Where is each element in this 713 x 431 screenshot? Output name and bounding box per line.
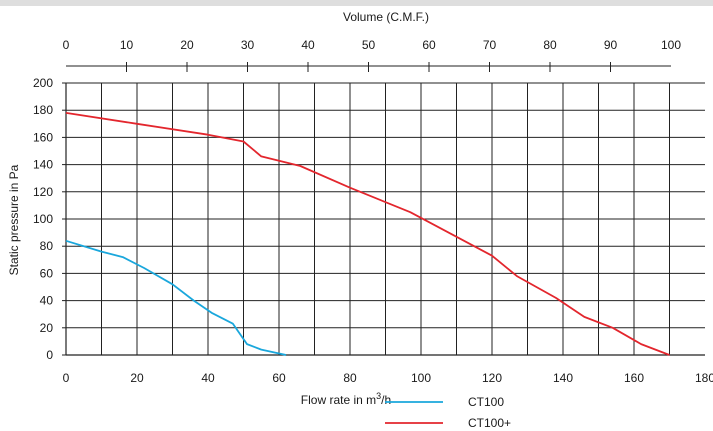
top-axis-ticks: 0 10 20 30 40 50 60 70 80 90 100	[63, 38, 681, 72]
x-axis-ticks: 0 20 40 60 80 100 120 140 160 180	[63, 371, 713, 385]
x-tick-label: 0	[63, 371, 70, 385]
x-tick-label: 140	[553, 371, 573, 385]
x-axis-label: Flow rate in m3/h	[301, 391, 391, 407]
x-tick-label: 120	[482, 371, 502, 385]
legend-label: CT100+	[468, 416, 511, 430]
y-tick-label: 0	[46, 348, 53, 362]
top-tick-label: 60	[422, 38, 436, 52]
top-tick-label: 80	[543, 38, 557, 52]
top-tick-label: 100	[661, 38, 681, 52]
top-tick-label: 70	[483, 38, 497, 52]
legend-label: CT100	[468, 395, 504, 409]
top-tick-label: 90	[604, 38, 618, 52]
top-band	[0, 0, 713, 6]
y-axis-label: Static pressure in Pa	[7, 164, 21, 275]
series-line-ct100	[65, 239, 287, 356]
top-tick-label: 20	[180, 38, 194, 52]
series-line-ct100-	[65, 112, 670, 356]
x-tick-label: 20	[130, 371, 144, 385]
x-tick-label: 180	[695, 371, 713, 385]
grid	[66, 82, 705, 356]
top-tick-label: 50	[362, 38, 376, 52]
x-tick-label: 100	[411, 371, 431, 385]
y-tick-label: 60	[40, 266, 54, 280]
top-tick-label: 30	[241, 38, 255, 52]
x-tick-label: 60	[272, 371, 286, 385]
y-tick-label: 140	[33, 158, 53, 172]
top-tick-label: 10	[120, 38, 134, 52]
y-axis-ticks: 0 20 40 60 80 100 120 140 160 180 200	[33, 76, 66, 362]
y-tick-label: 100	[33, 212, 53, 226]
y-tick-label: 80	[40, 239, 54, 253]
x-tick-label: 160	[624, 371, 644, 385]
top-axis-label: Volume (C.M.F.)	[343, 10, 429, 24]
y-tick-label: 120	[33, 185, 53, 199]
y-tick-label: 20	[40, 321, 54, 335]
legend: CT100 CT100+	[385, 395, 511, 430]
y-tick-label: 40	[40, 294, 54, 308]
x-tick-label: 80	[343, 371, 357, 385]
y-tick-label: 160	[33, 130, 53, 144]
top-tick-label: 0	[63, 38, 70, 52]
y-tick-label: 180	[33, 103, 53, 117]
series-lines	[65, 112, 670, 356]
x-tick-label: 40	[201, 371, 215, 385]
y-tick-label: 200	[33, 76, 53, 90]
top-tick-label: 40	[301, 38, 315, 52]
